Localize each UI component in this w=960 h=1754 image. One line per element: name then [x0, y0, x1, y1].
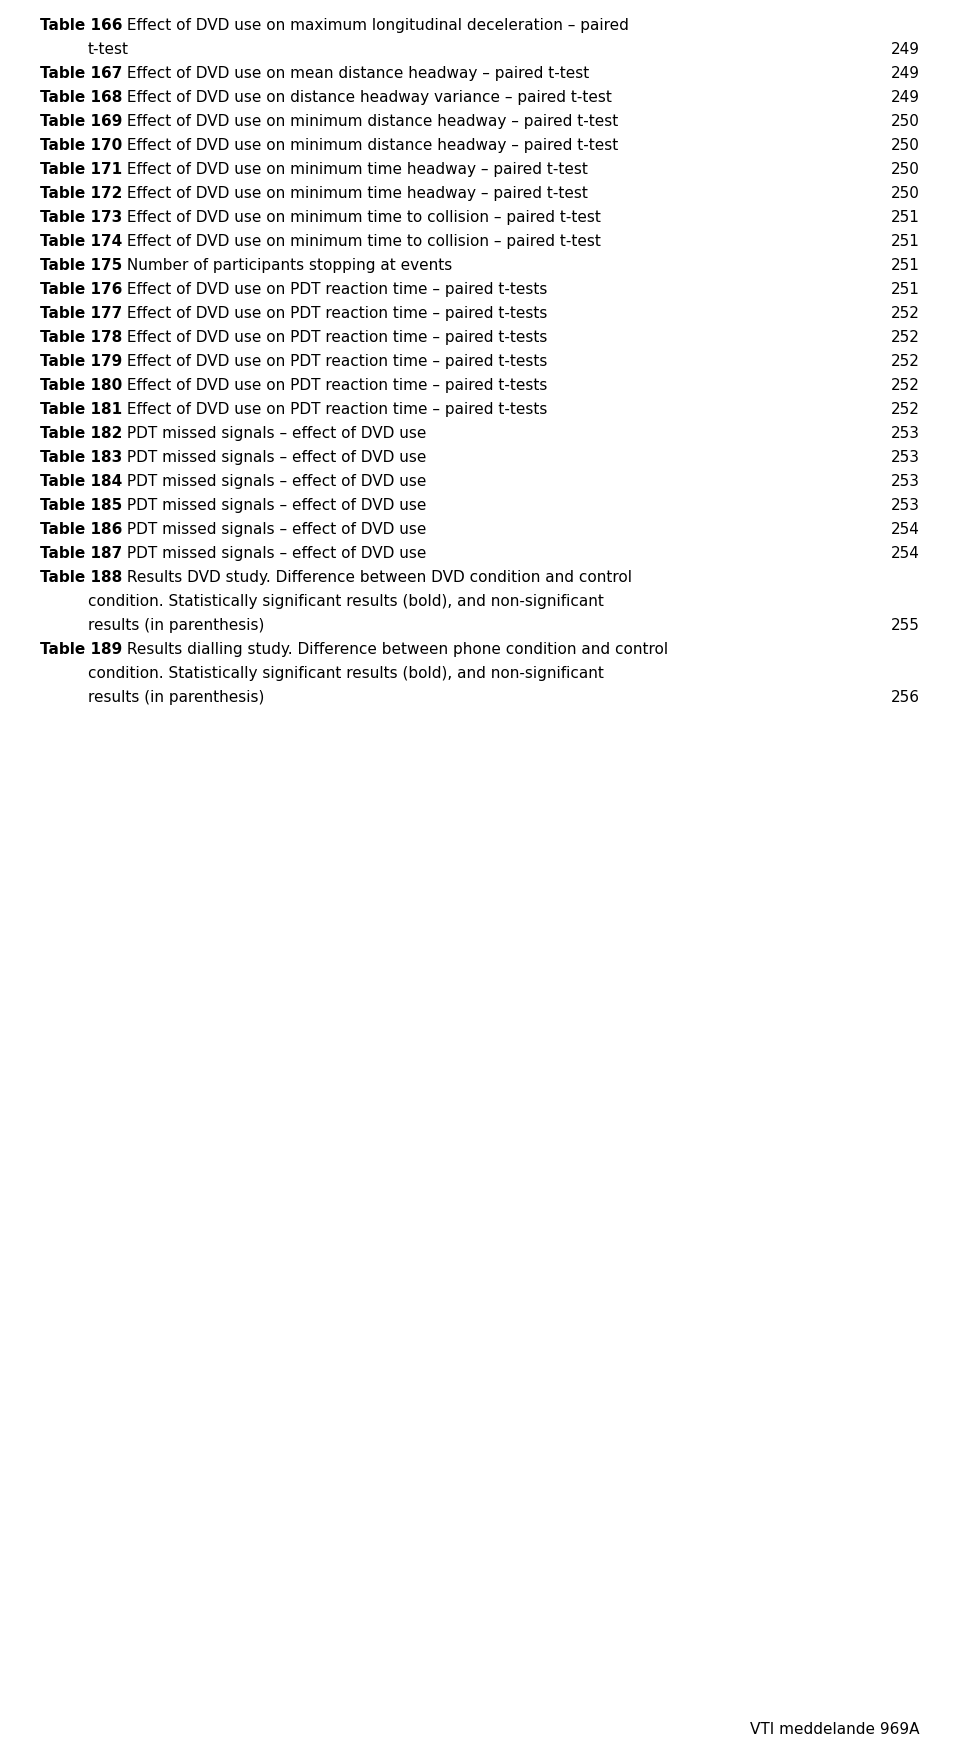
Text: 252: 252 — [891, 305, 920, 321]
Text: Table 168: Table 168 — [40, 89, 122, 105]
Text: VTI meddelande 969A: VTI meddelande 969A — [751, 1722, 920, 1736]
Text: Table 185: Table 185 — [40, 498, 122, 512]
Text: Table 188: Table 188 — [40, 570, 122, 586]
Text: 250: 250 — [891, 161, 920, 177]
Text: t-test: t-test — [88, 42, 129, 56]
Text: condition. Statistically significant results (bold), and non-significant: condition. Statistically significant res… — [88, 667, 604, 681]
Text: Table 176: Table 176 — [40, 282, 122, 296]
Text: Table 174: Table 174 — [40, 233, 122, 249]
Text: Effect of DVD use on PDT reaction time – paired t-tests: Effect of DVD use on PDT reaction time –… — [122, 354, 547, 368]
Text: Effect of DVD use on PDT reaction time – paired t-tests: Effect of DVD use on PDT reaction time –… — [122, 379, 547, 393]
Text: 252: 252 — [891, 402, 920, 417]
Text: PDT missed signals – effect of DVD use: PDT missed signals – effect of DVD use — [122, 523, 427, 537]
Text: Effect of DVD use on minimum distance headway – paired t-test: Effect of DVD use on minimum distance he… — [122, 139, 618, 153]
Text: Results dialling study. Difference between phone condition and control: Results dialling study. Difference betwe… — [122, 642, 668, 658]
Text: results (in parenthesis): results (in parenthesis) — [88, 617, 264, 633]
Text: 251: 251 — [891, 210, 920, 225]
Text: Effect of DVD use on PDT reaction time – paired t-tests: Effect of DVD use on PDT reaction time –… — [122, 305, 547, 321]
Text: Effect of DVD use on minimum time headway – paired t-test: Effect of DVD use on minimum time headwa… — [122, 161, 588, 177]
Text: PDT missed signals – effect of DVD use: PDT missed signals – effect of DVD use — [122, 545, 426, 561]
Text: Table 179: Table 179 — [40, 354, 122, 368]
Text: Table 189: Table 189 — [40, 642, 122, 658]
Text: 252: 252 — [891, 330, 920, 346]
Text: 251: 251 — [891, 233, 920, 249]
Text: Effect of DVD use on minimum time to collision – paired t-test: Effect of DVD use on minimum time to col… — [122, 233, 601, 249]
Text: 249: 249 — [891, 42, 920, 56]
Text: Effect of DVD use on minimum distance headway – paired t-test: Effect of DVD use on minimum distance he… — [122, 114, 618, 130]
Text: Table 183: Table 183 — [40, 451, 122, 465]
Text: PDT missed signals – effect of DVD use: PDT missed signals – effect of DVD use — [122, 451, 426, 465]
Text: Table 178: Table 178 — [40, 330, 122, 346]
Text: results (in parenthesis): results (in parenthesis) — [88, 689, 264, 705]
Text: 254: 254 — [891, 545, 920, 561]
Text: 253: 253 — [891, 451, 920, 465]
Text: Table 181: Table 181 — [40, 402, 122, 417]
Text: Table 173: Table 173 — [40, 210, 122, 225]
Text: Effect of DVD use on PDT reaction time – paired t-tests: Effect of DVD use on PDT reaction time –… — [122, 330, 547, 346]
Text: PDT missed signals – effect of DVD use: PDT missed signals – effect of DVD use — [122, 498, 426, 512]
Text: 250: 250 — [891, 186, 920, 202]
Text: 250: 250 — [891, 139, 920, 153]
Text: 249: 249 — [891, 67, 920, 81]
Text: 253: 253 — [891, 474, 920, 489]
Text: Effect of DVD use on PDT reaction time – paired t-tests: Effect of DVD use on PDT reaction time –… — [122, 402, 547, 417]
Text: Table 172: Table 172 — [40, 186, 122, 202]
Text: 253: 253 — [891, 426, 920, 440]
Text: PDT missed signals – effect of DVD use: PDT missed signals – effect of DVD use — [122, 426, 427, 440]
Text: Table 187: Table 187 — [40, 545, 122, 561]
Text: Table 182: Table 182 — [40, 426, 122, 440]
Text: Table 170: Table 170 — [40, 139, 122, 153]
Text: 256: 256 — [891, 689, 920, 705]
Text: Effect of DVD use on minimum time headway – paired t-test: Effect of DVD use on minimum time headwa… — [122, 186, 588, 202]
Text: 251: 251 — [891, 258, 920, 274]
Text: Number of participants stopping at events: Number of participants stopping at event… — [122, 258, 452, 274]
Text: Table 180: Table 180 — [40, 379, 122, 393]
Text: 255: 255 — [891, 617, 920, 633]
Text: Table 186: Table 186 — [40, 523, 122, 537]
Text: Effect of DVD use on maximum longitudinal deceleration – paired: Effect of DVD use on maximum longitudina… — [123, 18, 630, 33]
Text: Results DVD study. Difference between DVD condition and control: Results DVD study. Difference between DV… — [122, 570, 633, 586]
Text: Effect of DVD use on minimum time to collision – paired t-test: Effect of DVD use on minimum time to col… — [122, 210, 601, 225]
Text: 249: 249 — [891, 89, 920, 105]
Text: Effect of DVD use on mean distance headway – paired t-test: Effect of DVD use on mean distance headw… — [122, 67, 589, 81]
Text: Table 169: Table 169 — [40, 114, 122, 130]
Text: 252: 252 — [891, 379, 920, 393]
Text: PDT missed signals – effect of DVD use: PDT missed signals – effect of DVD use — [122, 474, 426, 489]
Text: Effect of DVD use on distance headway variance – paired t-test: Effect of DVD use on distance headway va… — [122, 89, 612, 105]
Text: 253: 253 — [891, 498, 920, 512]
Text: Table 167: Table 167 — [40, 67, 122, 81]
Text: Table 171: Table 171 — [40, 161, 122, 177]
Text: 251: 251 — [891, 282, 920, 296]
Text: Table 177: Table 177 — [40, 305, 122, 321]
Text: 252: 252 — [891, 354, 920, 368]
Text: 250: 250 — [891, 114, 920, 130]
Text: Table 166: Table 166 — [40, 18, 123, 33]
Text: condition. Statistically significant results (bold), and non-significant: condition. Statistically significant res… — [88, 595, 604, 609]
Text: Effect of DVD use on PDT reaction time – paired t-tests: Effect of DVD use on PDT reaction time –… — [122, 282, 548, 296]
Text: Table 175: Table 175 — [40, 258, 122, 274]
Text: Table 184: Table 184 — [40, 474, 122, 489]
Text: 254: 254 — [891, 523, 920, 537]
